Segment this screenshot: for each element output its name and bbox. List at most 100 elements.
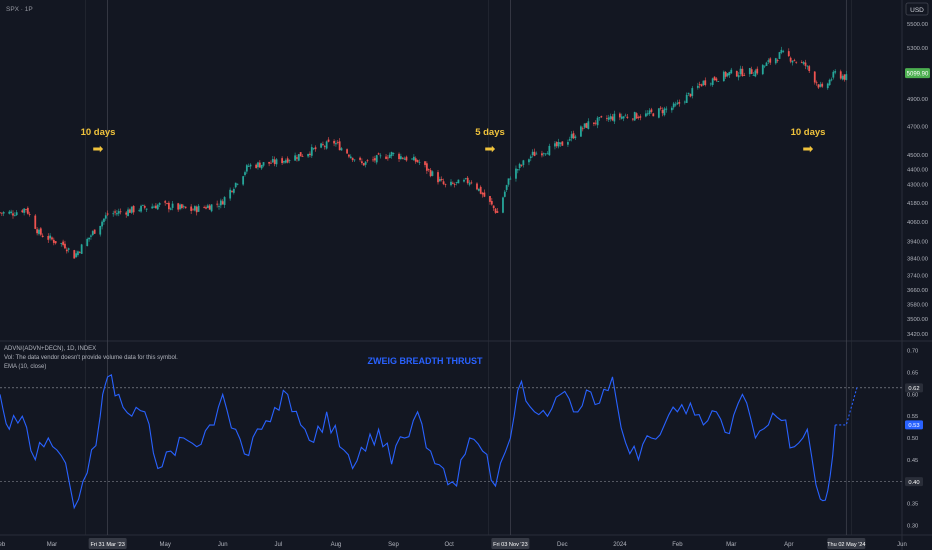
candle-body xyxy=(93,229,96,234)
candle-body xyxy=(800,62,803,64)
candle-body xyxy=(182,206,185,208)
candle-body xyxy=(739,68,742,75)
highlighted-date-badge xyxy=(88,538,127,549)
candle-body xyxy=(249,164,252,167)
candle-body xyxy=(455,182,458,183)
candle-body xyxy=(463,179,465,182)
candle-body xyxy=(735,70,738,77)
candle-body xyxy=(626,116,629,118)
indicator-axis[interactable]: 0.70 0.65 0.60 0.55 0.50 0.45 0.40 0.35 0.30 xyxy=(907,349,918,530)
candle-body xyxy=(492,205,495,209)
candle-body xyxy=(412,156,415,161)
candle-body xyxy=(80,244,83,254)
candle-body xyxy=(613,113,616,122)
candle-body xyxy=(620,116,623,119)
indicator-value-badges: 0.62 0.53 0.40 xyxy=(905,383,923,487)
candle-body xyxy=(717,81,720,82)
candle-body xyxy=(806,65,809,67)
candle-body xyxy=(325,141,328,149)
candle-body xyxy=(678,102,681,104)
candle-body xyxy=(398,153,400,160)
candle-body xyxy=(580,126,582,137)
candle-body xyxy=(515,168,517,179)
candle-body xyxy=(596,117,599,126)
indicator-legend-symbol[interactable]: ADVN/(ADVN+DECN), 1D, INDEX xyxy=(4,346,96,352)
candle-body xyxy=(258,162,261,168)
candle-body xyxy=(297,154,300,161)
candle-body xyxy=(145,208,148,210)
candle-body xyxy=(561,141,564,146)
candle-body xyxy=(464,178,467,180)
indicator-tick-label: 0.55 xyxy=(907,414,918,420)
candle-body xyxy=(223,197,226,205)
symbol-label[interactable]: SPX · 1P xyxy=(6,6,33,13)
price-tick-label: 4700.00 xyxy=(907,124,928,130)
candle-body xyxy=(38,229,40,234)
candle-body xyxy=(808,66,811,71)
currency-button[interactable] xyxy=(905,2,929,16)
candle-body xyxy=(743,75,746,76)
indicator-legend-volume-note: Vol: The data vendor doesn't provide vol… xyxy=(4,355,178,361)
candle-body xyxy=(670,107,673,111)
candle-body xyxy=(164,201,167,203)
candle-body xyxy=(438,179,441,182)
candle-body xyxy=(624,115,627,117)
time-axis[interactable]: Feb Mar May Jun Jul Aug Sep Oct Dec 2024 Feb Mar Apr… xyxy=(0,538,907,549)
candle-body xyxy=(698,84,701,86)
candle-body xyxy=(637,117,640,118)
candle-body xyxy=(190,206,193,211)
candle-body xyxy=(815,82,818,84)
price-tick-label: 3840.00 xyxy=(907,256,928,262)
time-tick-label: 2024 xyxy=(613,542,627,548)
candle-body xyxy=(310,147,313,156)
indicator-tick-label: 0.30 xyxy=(907,523,918,529)
currency-button-label[interactable]: USD xyxy=(910,7,924,14)
candle-body xyxy=(143,205,146,208)
candle-body xyxy=(411,158,413,160)
indicator-tick-label: 0.65 xyxy=(907,371,918,377)
price-axis[interactable]: 5500.00 5300.00 5099.90 4900.00 4700.00 4500.… xyxy=(905,22,930,338)
candle-body xyxy=(203,207,206,208)
price-candles[interactable] xyxy=(0,46,848,259)
candle-body xyxy=(429,169,432,177)
candle-body xyxy=(39,228,42,235)
candle-body xyxy=(73,250,76,259)
indicator-value-label: 0.53 xyxy=(908,423,919,429)
candle-body xyxy=(359,157,361,160)
candle-body xyxy=(177,203,180,210)
candle-body xyxy=(155,205,157,209)
candle-body xyxy=(533,151,536,157)
candle-body xyxy=(130,206,133,213)
candle-body xyxy=(385,156,387,159)
last-price-badge xyxy=(905,68,930,79)
candle-body xyxy=(104,215,107,219)
candle-body xyxy=(0,212,1,214)
candle-body xyxy=(206,205,209,208)
indicator-legend-ema[interactable]: EMA (10, close) xyxy=(4,364,46,370)
candle-body xyxy=(535,153,538,155)
candle-body xyxy=(793,60,796,61)
annotation-arrow: ➡ xyxy=(93,141,104,156)
candle-body xyxy=(756,68,759,74)
candle-body xyxy=(75,253,77,258)
indicator-value-badge xyxy=(905,420,923,430)
indicator-tick-label: 0.60 xyxy=(907,392,918,398)
candle-body xyxy=(644,113,647,117)
candle-body xyxy=(167,202,170,210)
candle-body xyxy=(192,209,194,211)
candle-body xyxy=(62,241,65,245)
candle-body xyxy=(327,139,330,142)
candle-body xyxy=(424,161,426,165)
candle-body xyxy=(769,58,772,63)
candle-body xyxy=(101,221,103,227)
breadth-thrust-line[interactable] xyxy=(0,373,859,510)
candle-body xyxy=(127,209,129,216)
candle-body xyxy=(748,67,751,75)
candle-body xyxy=(440,178,443,181)
candle-body xyxy=(335,143,337,145)
candle-body xyxy=(142,204,144,206)
annotation-label: 5 days xyxy=(475,127,505,138)
candle-body xyxy=(255,164,258,168)
candle-body xyxy=(470,182,473,184)
